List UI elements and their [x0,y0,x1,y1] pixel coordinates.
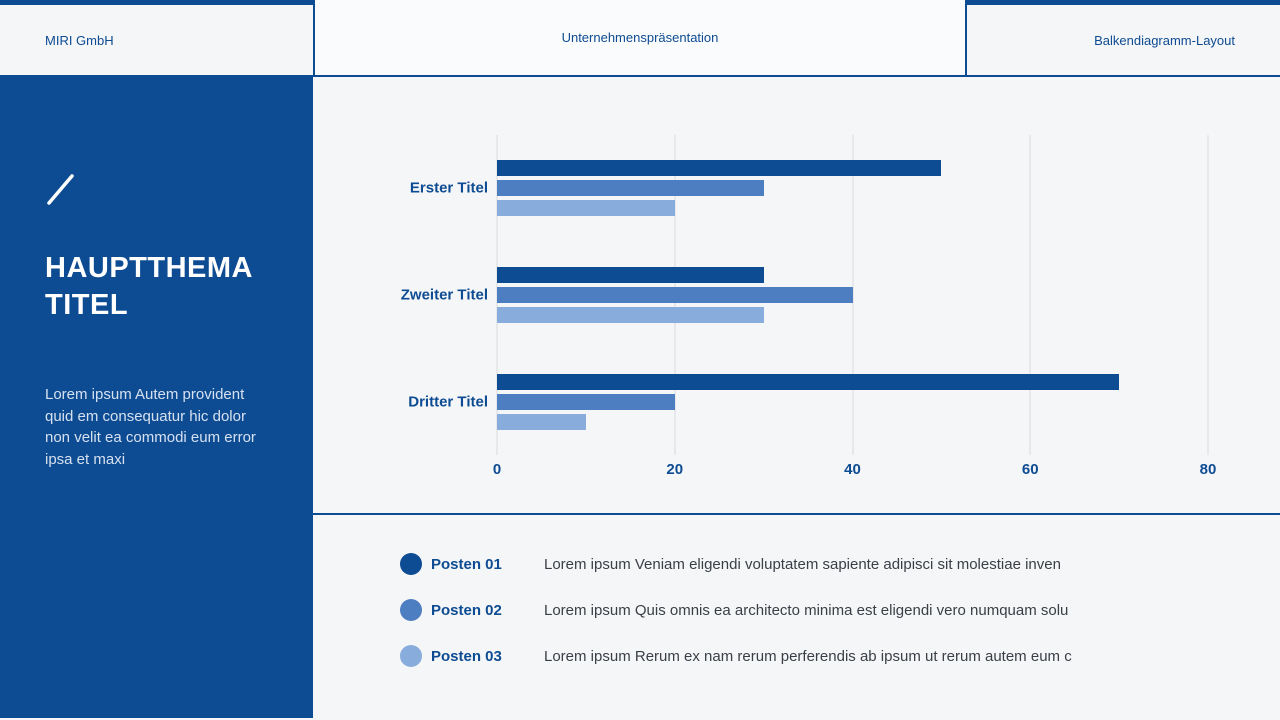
content-area: Erster Titel Zweiter Titel Dritter Titel 0… [313,77,1280,718]
category-label: Zweiter Titel [400,286,488,304]
presentation-title: Unternehmenspräsentation [561,30,719,45]
x-tick-label: 20 [666,461,684,478]
gridline [1207,135,1209,455]
sidebar: HAUPTTHEMA TITEL Lorem ipsum Autem provi… [0,77,313,718]
x-tick-label: 60 [1021,461,1039,478]
chart-bar [497,393,675,410]
bar-chart: Erster Titel Zweiter Titel Dritter Titel 0… [313,77,1280,515]
page-title-line1: HAUPTTHEMA [45,252,253,284]
chart-bar [497,266,764,283]
legend-item-description: Lorem ipsum Quis omnis ea architecto min… [544,601,1069,619]
legend-color-dot [400,645,422,667]
header-company: MIRI GmbH [0,0,313,75]
header-presentation-title: Unternehmenspräsentation [313,0,967,75]
x-tick-label: 80 [1199,461,1217,478]
slide-body: HAUPTTHEMA TITEL Lorem ipsum Autem provi… [0,77,1280,718]
gridline [852,135,853,455]
chart-bar [497,160,942,177]
legend-item-label: Posten 02 [431,601,502,619]
bar-group: Erster Titel [410,160,1208,217]
category-label: Dritter Titel [408,393,488,411]
chart-plot: Erster Titel Zweiter Titel Dritter Titel [401,135,1209,455]
legend-color-dot [400,553,422,575]
legend-item-label: Posten 03 [431,647,502,665]
slide-header: MIRI GmbH Unternehmenspräsentation Balke… [0,0,1280,77]
legend-item-description: Lorem ipsum Rerum ex nam rerum perferend… [544,647,1072,665]
chart-bar [497,200,675,217]
legend-color-dot [400,599,422,621]
chart-axis: 0 20 40 60 80 [493,461,1217,485]
gridline [1029,135,1031,455]
slash-icon [47,174,74,205]
chart-bar [497,373,1120,390]
legend-item-label: Posten 01 [431,555,502,573]
legend-item-description: Lorem ipsum Veniam eligendi voluptatem s… [544,555,1061,573]
sidebar-description: Lorem ipsum Autem provident quid em cons… [45,386,256,468]
x-tick-label: 40 [844,461,861,478]
chart-bar [497,286,853,303]
legend-list: Posten 01 Lorem ipsum Veniam eligendi vol… [313,515,1280,718]
chart-bar [497,306,764,323]
bar-group: Zweiter Titel [401,266,1208,323]
chart-bar [497,413,586,430]
page-title: HAUPTTHEMA TITEL [45,250,270,324]
bar-groups: Erster Titel Zweiter Titel Dritter Titel [401,135,1208,455]
legend-item: Posten 01 Lorem ipsum Veniam eligendi vol… [400,541,1240,587]
legend-item: Posten 03 Lorem ipsum Rerum ex nam rerum … [400,633,1240,679]
company-name: MIRI GmbH [45,32,114,48]
legend-item: Posten 02 Lorem ipsum Quis omnis ea archi… [400,587,1240,633]
x-tick-label: 0 [492,461,502,478]
category-label: Erster Titel [409,179,488,197]
bar-group: Dritter Titel [408,373,1208,430]
header-layout-name: Balkendiagramm-Layout [967,0,1280,75]
layout-name: Balkendiagramm-Layout [1094,32,1235,48]
page-title-line2: TITEL [45,289,129,321]
chart-bar [497,180,764,197]
